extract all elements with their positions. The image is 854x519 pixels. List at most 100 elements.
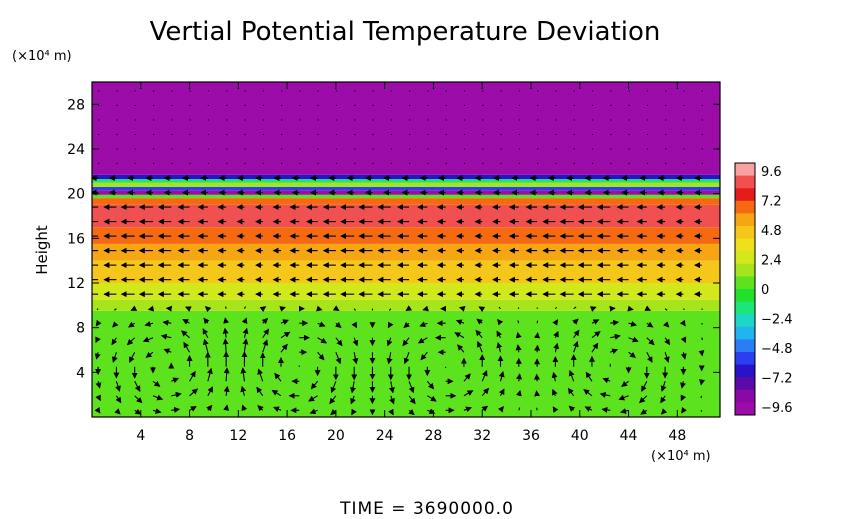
wind-vector — [567, 387, 575, 397]
wind-vector — [204, 305, 212, 313]
wind-vector — [242, 327, 249, 338]
wind-vector — [243, 306, 247, 309]
wind-vector — [182, 319, 190, 325]
wind-vector — [420, 351, 428, 361]
wind-vector — [280, 331, 291, 339]
wind-vector — [601, 406, 611, 413]
wind-vector — [610, 333, 621, 340]
wind-vector — [553, 330, 559, 338]
wind-vector — [426, 380, 435, 390]
wind-vector — [660, 408, 668, 415]
wind-vector — [628, 336, 639, 343]
wind-vector — [680, 394, 687, 402]
wind-vector — [183, 341, 191, 353]
wind-vector — [171, 406, 181, 413]
x-tick-label: 24 — [376, 428, 394, 444]
x-tick-label: 16 — [278, 428, 296, 444]
wind-vector — [481, 387, 490, 397]
wind-vector — [646, 337, 655, 346]
wind-vector — [551, 371, 558, 382]
y-tick-label: 16 — [67, 231, 85, 247]
x-tick-label: 12 — [229, 428, 247, 444]
wind-vector — [496, 341, 503, 353]
colorbar-swatch — [735, 163, 755, 177]
wind-vector — [222, 338, 229, 353]
wind-vector — [202, 338, 209, 353]
wind-vector — [189, 406, 197, 412]
wind-vector — [618, 394, 629, 401]
wind-vector — [386, 352, 393, 365]
wind-vector — [610, 319, 620, 326]
wind-vector — [680, 336, 687, 344]
wind-vector — [207, 386, 214, 397]
band-1 — [92, 299, 720, 311]
wind-vector — [573, 329, 580, 339]
wind-vector — [145, 351, 154, 358]
wind-vectors — [92, 90, 705, 416]
wind-vector — [335, 352, 342, 365]
colorbar-tick-label: 4.8 — [761, 224, 782, 239]
wind-vector — [241, 404, 248, 412]
wind-vector — [163, 348, 172, 355]
wind-vector — [94, 352, 101, 360]
colorbar-swatch — [735, 352, 755, 366]
wind-vector — [402, 337, 410, 347]
wind-vector — [223, 367, 230, 382]
wind-vector — [701, 308, 703, 310]
y-axis-label: Height — [33, 225, 51, 275]
wind-vector — [389, 395, 395, 405]
wind-vector — [701, 337, 704, 341]
wind-vector — [128, 321, 135, 328]
wind-vector — [552, 406, 559, 413]
wind-vector — [262, 328, 270, 339]
wind-vector — [308, 395, 318, 402]
wind-vector — [679, 319, 686, 327]
wind-vector — [317, 337, 328, 344]
wind-vector — [478, 306, 486, 313]
wind-vector — [621, 380, 629, 387]
wind-vector — [599, 391, 611, 398]
wind-vector — [386, 337, 393, 347]
wind-vector — [152, 380, 161, 387]
wind-vector — [330, 408, 337, 416]
x-tick-label: 44 — [620, 428, 638, 444]
wind-vector — [134, 381, 141, 392]
wind-vector — [335, 337, 343, 347]
colorbar-swatch — [735, 326, 755, 340]
wind-vector — [419, 321, 428, 327]
wind-vector — [94, 406, 101, 414]
x-tick-label: 48 — [668, 428, 686, 444]
wind-vector — [309, 408, 318, 415]
wind-vector — [352, 352, 359, 365]
x-tick-label: 20 — [327, 428, 345, 444]
y-tick-label: 24 — [67, 142, 85, 158]
wind-vector — [317, 351, 325, 361]
y-tick-label: 28 — [67, 97, 85, 113]
band-12 — [92, 179, 720, 183]
colorbar-swatch — [735, 389, 755, 403]
wind-vector — [111, 337, 118, 346]
wind-vector — [184, 306, 192, 312]
band-14 — [92, 82, 720, 175]
wind-vector — [552, 319, 559, 326]
wind-vector — [497, 405, 504, 413]
wind-vector — [115, 381, 121, 392]
wind-vector — [274, 372, 282, 382]
wind-vector — [335, 321, 342, 329]
wind-vector — [554, 306, 558, 310]
wind-vector — [280, 343, 288, 353]
wind-vector — [475, 329, 483, 339]
wind-vector — [147, 305, 155, 312]
wind-vector — [279, 306, 286, 312]
wind-vector — [95, 394, 101, 402]
y-tick-label: 12 — [67, 276, 85, 292]
wind-vector — [114, 308, 117, 311]
colorbar-tick-label: 0 — [761, 283, 769, 298]
colorbar-tick-label: −9.6 — [761, 401, 793, 416]
y-tick-label: 8 — [76, 321, 85, 337]
wind-vector — [273, 406, 282, 413]
band-11 — [92, 182, 720, 187]
wind-vector — [388, 381, 395, 394]
wind-vector — [699, 379, 705, 386]
